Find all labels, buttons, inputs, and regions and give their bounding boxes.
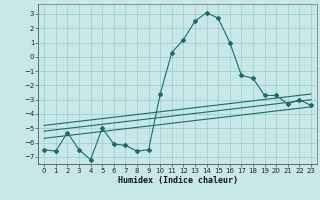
X-axis label: Humidex (Indice chaleur): Humidex (Indice chaleur) (118, 176, 238, 185)
